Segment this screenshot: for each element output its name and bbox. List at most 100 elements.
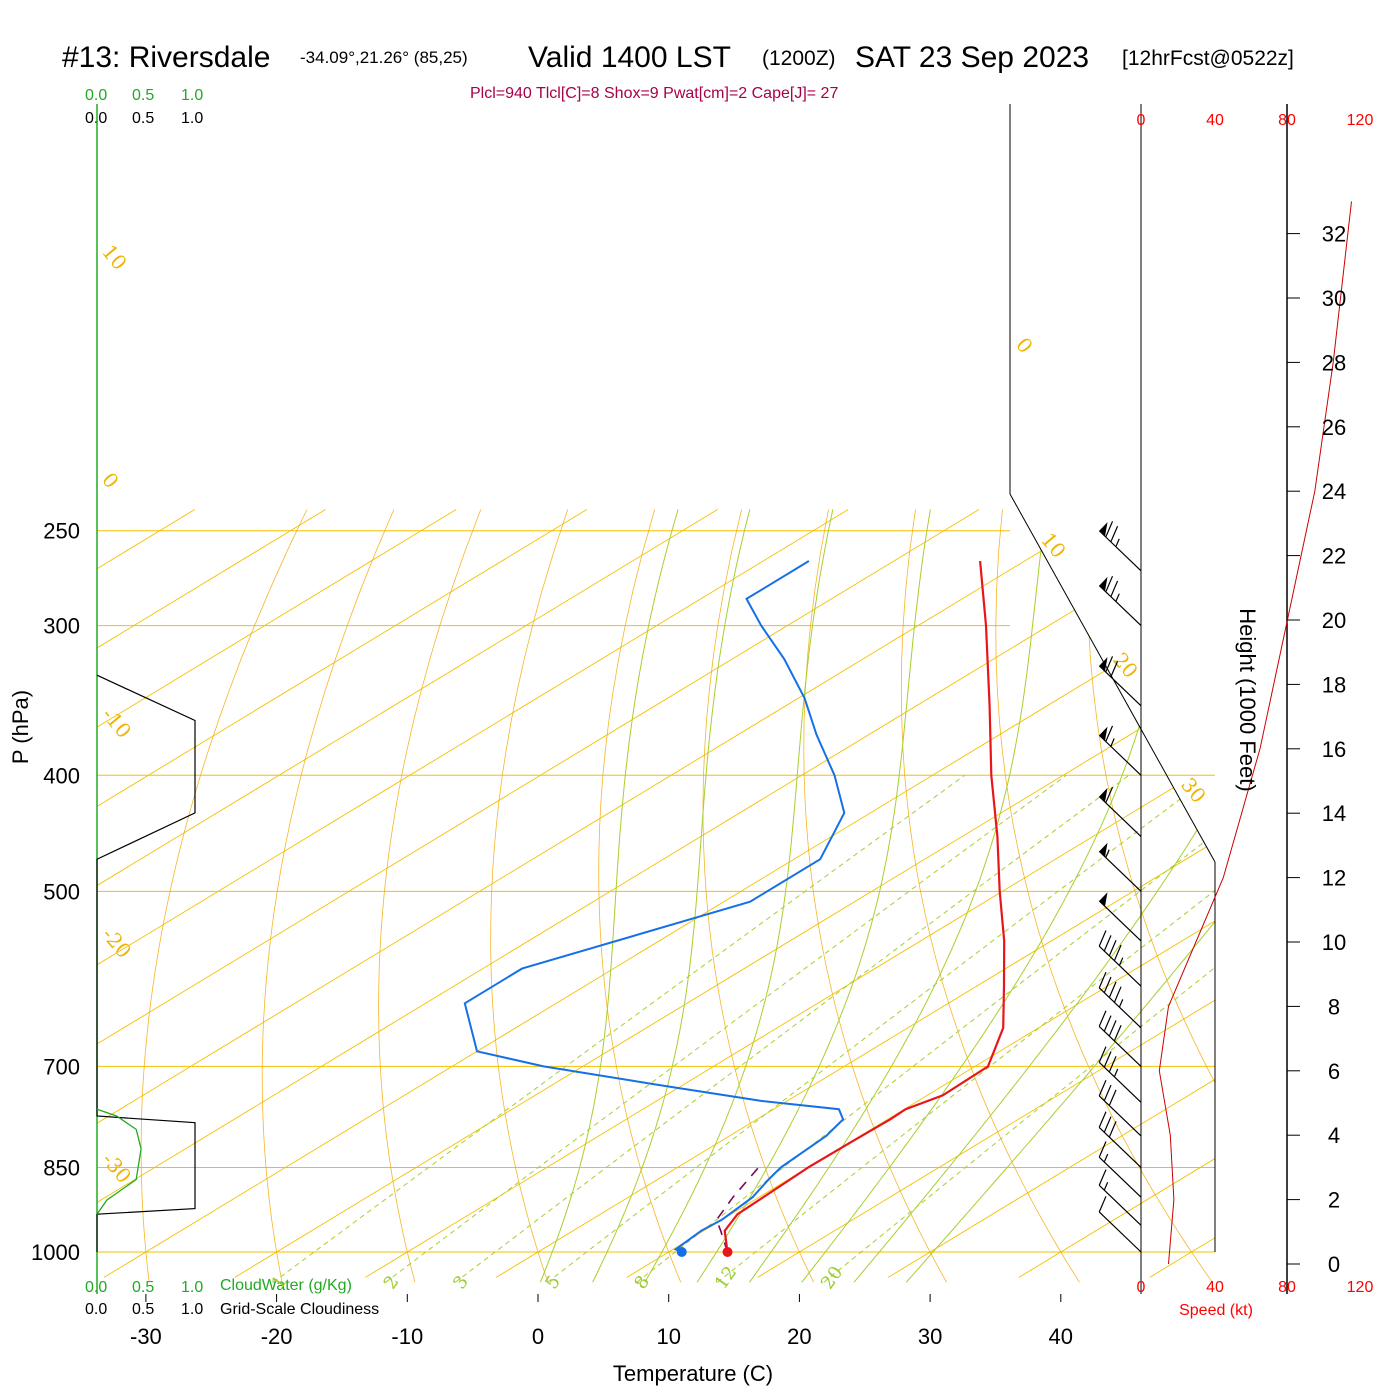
- wind-barb: [1098, 1046, 1142, 1103]
- cloud-bottom-tick-1: 0.5: [132, 1301, 154, 1318]
- wind-barb-flag: [1098, 1046, 1107, 1063]
- wind-barb: [1098, 930, 1142, 987]
- mixing-ratio-line: [717, 774, 1215, 1283]
- wind-barb-staff: [1098, 1156, 1142, 1198]
- wind-barb-pennant: [1099, 892, 1108, 907]
- pressure-tick-label: 700: [43, 1054, 80, 1079]
- isotherm-label: 10: [1036, 528, 1071, 563]
- wind-barb-flag: [1105, 575, 1114, 593]
- isotherm-lines: [97, 509, 1215, 1278]
- wind-barb-flag: [1098, 930, 1107, 947]
- height-tick-label: 14: [1322, 801, 1346, 826]
- isotherm-line: [97, 509, 457, 1278]
- x-tick-label: 20: [787, 1324, 811, 1349]
- height-tick-label: 12: [1322, 866, 1346, 891]
- wind-barb-flag: [1098, 1196, 1107, 1213]
- wind-barb: [1098, 786, 1142, 837]
- x-tick-label: -30: [130, 1324, 162, 1349]
- valid-time: Valid 1400 LST: [528, 41, 731, 74]
- height-tick-label: 0: [1328, 1252, 1340, 1277]
- wind-barb-staff: [1098, 1126, 1142, 1168]
- top-cloudiness-scale: 0.0 0.5 1.0: [85, 110, 203, 127]
- dry-adiabat-line: [1175, 509, 1215, 1283]
- x-tick-label: 30: [918, 1324, 942, 1349]
- height-tick-label: 32: [1322, 222, 1346, 247]
- wind-barb-staff: [1098, 796, 1142, 837]
- wind-barb-pennant: [1099, 576, 1108, 592]
- cw-top-tick-1: 0.5: [132, 87, 154, 104]
- isotherm-line: [626, 509, 1215, 1278]
- wind-barb: [1098, 1111, 1142, 1168]
- mixing-ratio-label: 20: [817, 1262, 847, 1293]
- isotherm-line: [103, 509, 1215, 1278]
- speed-tick-top: 40: [1206, 112, 1224, 129]
- isotherm-label: 0: [1011, 333, 1038, 358]
- dry-adiabat-line: [803, 509, 947, 1283]
- wind-barb: [1098, 575, 1142, 627]
- wind-barb-flag: [1113, 1025, 1122, 1042]
- isotherm-line: [97, 509, 1215, 1278]
- wind-barb-staff: [1098, 734, 1142, 776]
- stability-indices: Plcl=940 Tlcl[C]=8 Shox=9 Pwat[cm]=2 Cap…: [470, 85, 838, 102]
- wind-barb-staff: [1098, 1184, 1142, 1226]
- wind-barb-flag: [1108, 1020, 1117, 1037]
- wind-barb-half-flag: [1115, 538, 1120, 547]
- station-coords: -34.09°,21.26° (85,25): [300, 48, 468, 67]
- wind-barb-flag: [1108, 1089, 1117, 1106]
- pressure-tick-label: 1000: [31, 1240, 80, 1265]
- speed-profile-line: [1158, 201, 1352, 1265]
- isotherm-line: [97, 509, 326, 1278]
- cloud-top-tick-1: 0.5: [132, 110, 154, 127]
- wind-barb-flag: [1103, 1015, 1112, 1032]
- top-cloudwater-scale: 0.0 0.5 1.0: [85, 87, 203, 104]
- isotherm-line: [97, 509, 588, 1278]
- isotherm-line: [495, 509, 1215, 1278]
- mixing-ratio-line: [636, 774, 1215, 1283]
- wind-barb-flag: [1098, 1169, 1107, 1186]
- height-tick-label: 10: [1322, 930, 1346, 955]
- wind-barb-staff: [1098, 530, 1142, 572]
- wind-barb: [1098, 521, 1142, 572]
- isotherm-label: -10: [97, 703, 136, 743]
- wind-barb-flag: [1103, 976, 1112, 993]
- wind-barb-staff: [1098, 1095, 1142, 1137]
- pressure-tick-label: 500: [43, 879, 80, 904]
- wind-barb-half-flag: [1103, 1153, 1109, 1163]
- dry-adiabat-line: [261, 509, 395, 1283]
- moist-adiabat-line: [801, 509, 1183, 1283]
- mixing-ratio-label: 3: [449, 1272, 473, 1293]
- isotherm-label: -20: [97, 923, 136, 963]
- wind-barb-flag: [1105, 521, 1114, 538]
- dry-adiabat-line: [378, 509, 482, 1283]
- height-tick-label: 18: [1322, 672, 1346, 697]
- moist-adiabat-line: [853, 509, 1215, 1283]
- wind-barb-staff: [1098, 1061, 1142, 1103]
- wind-barb-flag: [1098, 1111, 1107, 1128]
- isobar-lines: [97, 530, 1215, 1253]
- wind-barb-half-flag: [1113, 1068, 1119, 1078]
- cloud-top-tick-2: 1.0: [181, 110, 203, 127]
- wind-barb-flag: [1103, 1084, 1112, 1101]
- cloud-top-tick-0: 0.0: [85, 110, 107, 127]
- parcel-trace: [715, 1166, 760, 1253]
- mixing-ratio-label: 2: [380, 1272, 404, 1293]
- wind-barb-staff: [1098, 1025, 1142, 1067]
- wind-barb-pennant: [1099, 787, 1108, 803]
- moist-adiabat-lines: [539, 509, 1215, 1283]
- x-tick-label: 10: [656, 1324, 680, 1349]
- wind-barb: [1098, 1141, 1142, 1198]
- utc-time: (1200Z): [762, 47, 836, 70]
- isotherm-label: 10: [97, 240, 132, 275]
- wind-barb-flag: [1098, 1079, 1107, 1097]
- mixing-ratio-line: [454, 774, 1130, 1283]
- cw-top-tick-0: 0.0: [85, 87, 107, 104]
- isotherm-line: [97, 509, 1110, 1278]
- isotherm-line: [887, 509, 1215, 1278]
- moist-adiabat-line: [905, 509, 1215, 1283]
- bottom-cloudwater-scale: 0.0 0.5 1.0 CloudWater (g/Kg): [85, 1277, 352, 1296]
- wind-barb-half-flag: [1110, 738, 1115, 747]
- moist-adiabat-line: [644, 509, 834, 1283]
- wind-barb-flag: [1103, 1116, 1112, 1133]
